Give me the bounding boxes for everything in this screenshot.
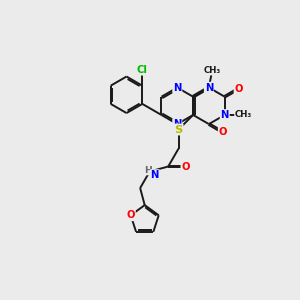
Text: O: O: [235, 84, 243, 94]
Text: O: O: [219, 127, 227, 137]
Text: N: N: [173, 119, 182, 129]
Text: S: S: [174, 124, 183, 134]
Text: CH₃: CH₃: [203, 66, 220, 75]
Text: O: O: [127, 210, 135, 220]
Text: N: N: [205, 82, 213, 93]
Text: CH₃: CH₃: [235, 110, 252, 119]
Text: N: N: [220, 110, 229, 120]
Text: H: H: [144, 166, 152, 175]
Text: O: O: [181, 161, 190, 172]
Text: N: N: [151, 170, 159, 180]
Text: Cl: Cl: [137, 65, 148, 75]
Text: N: N: [173, 82, 182, 93]
